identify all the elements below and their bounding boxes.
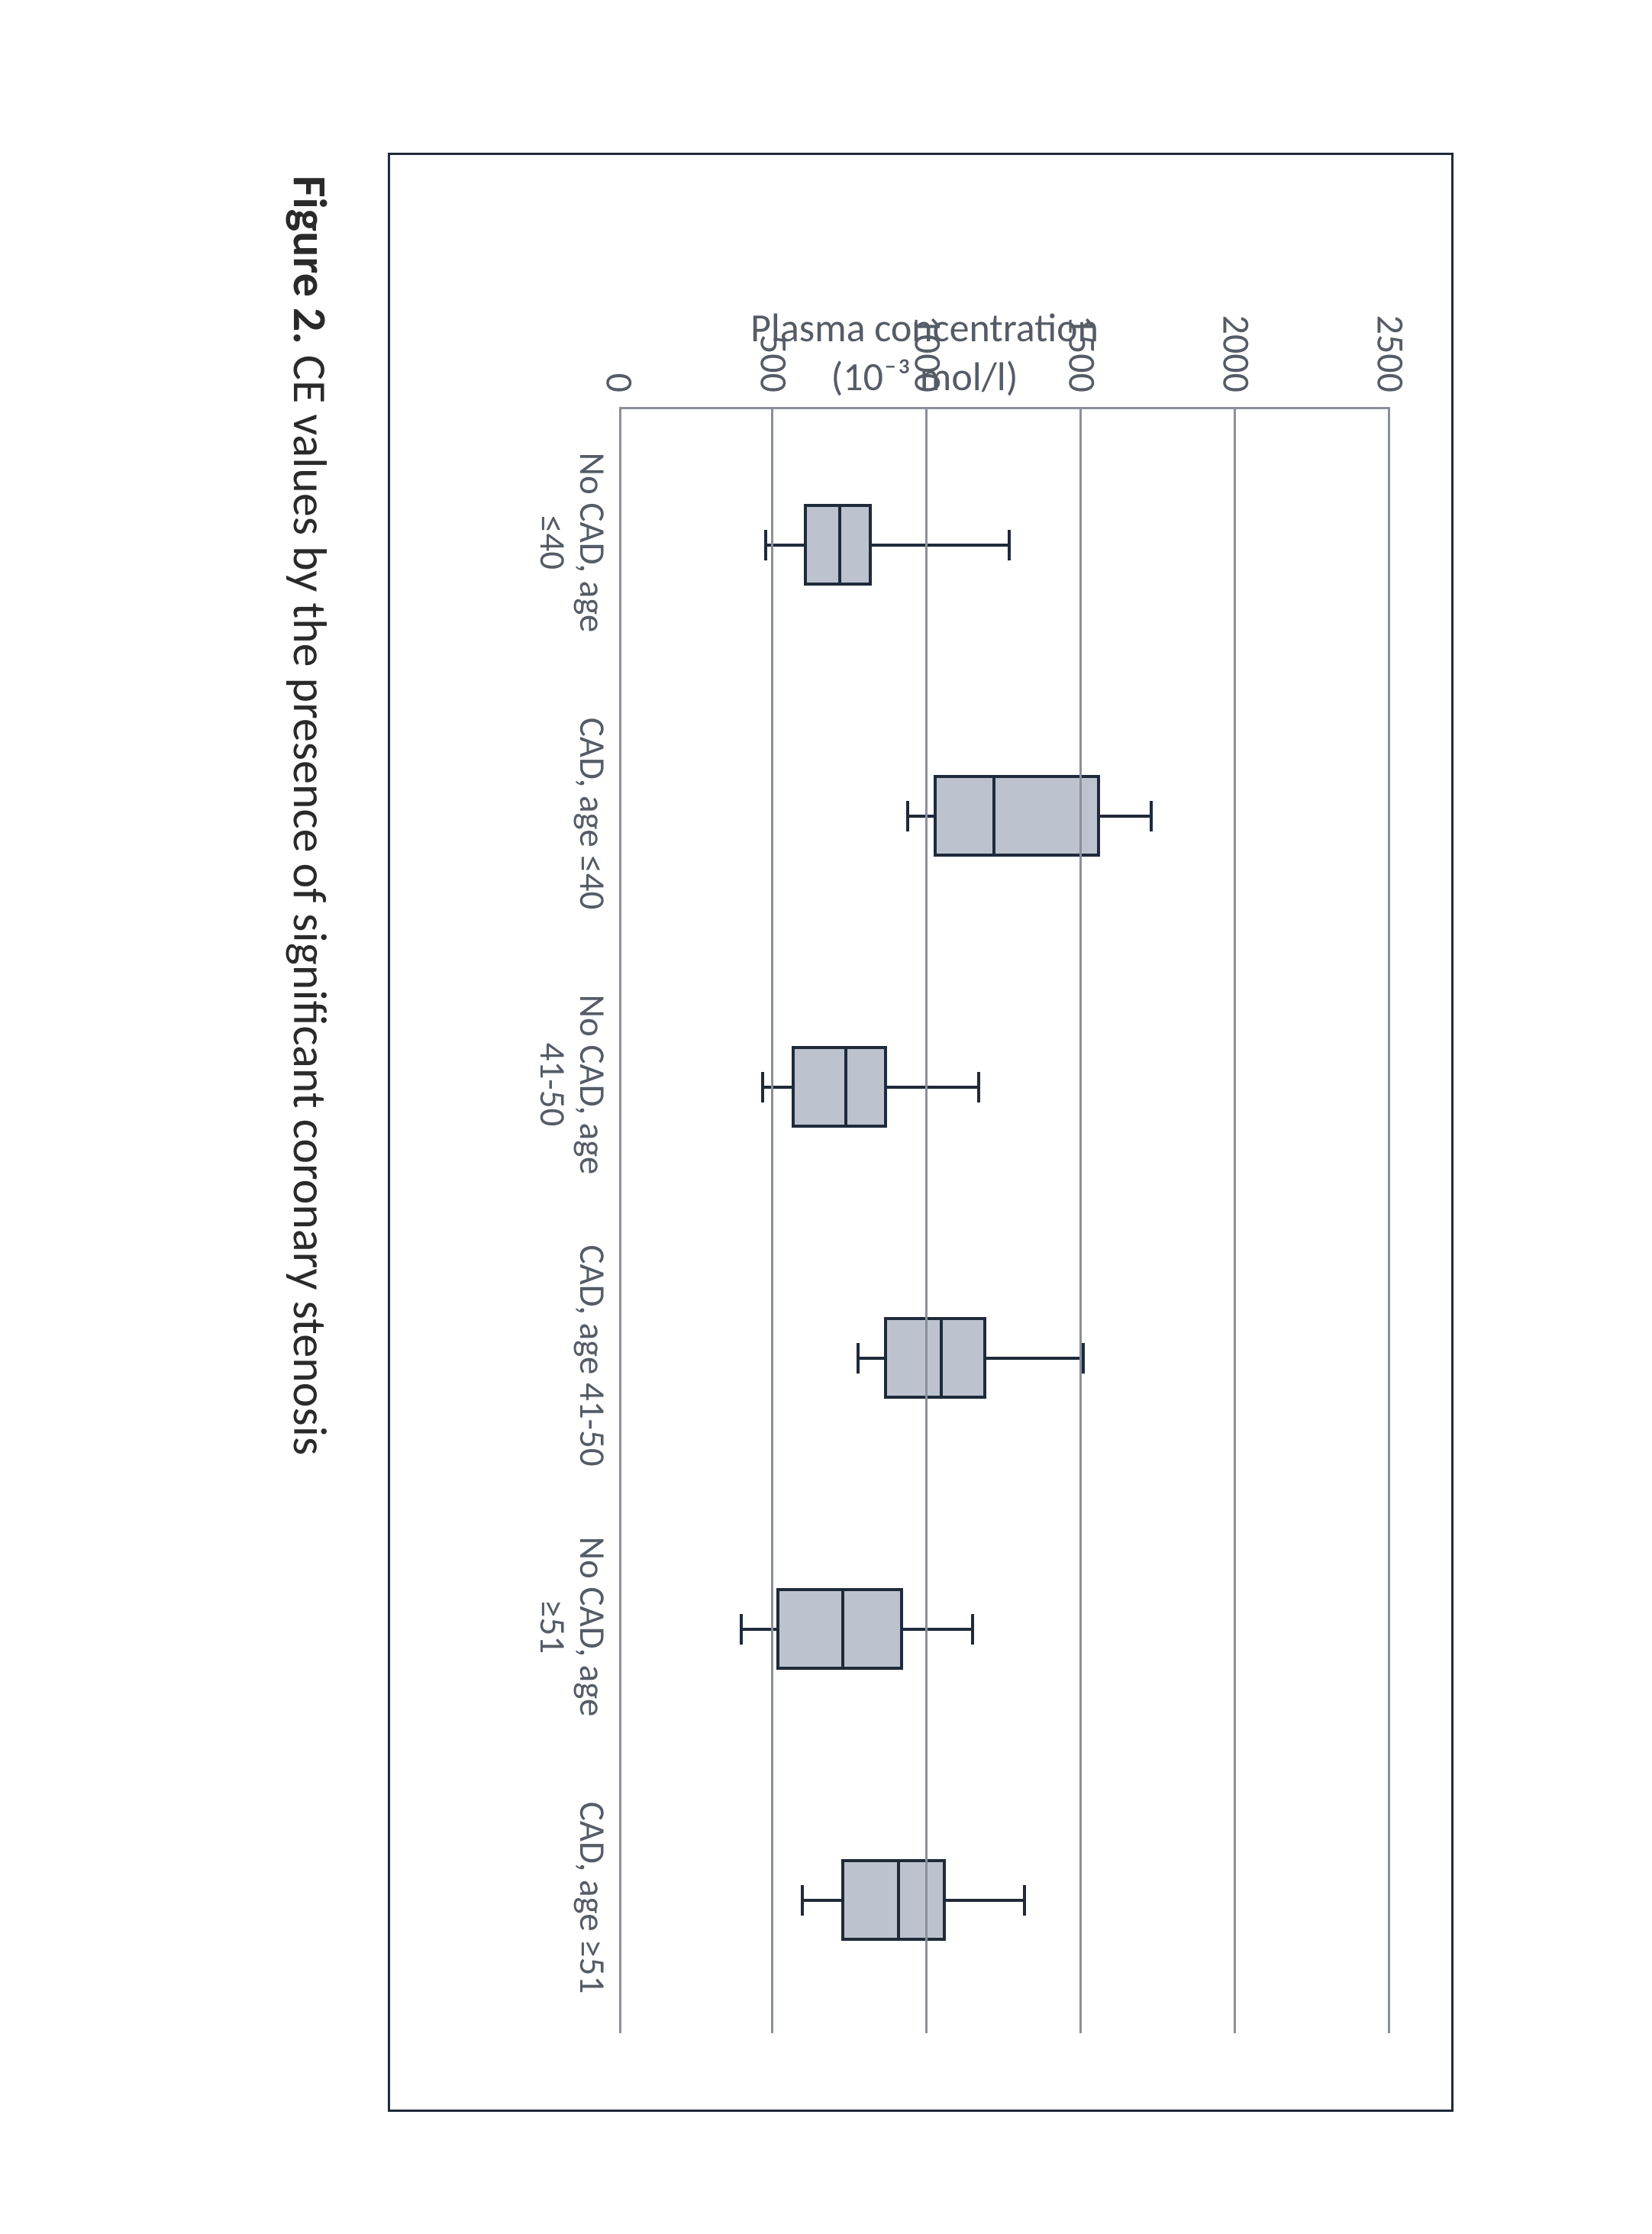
- whisker-cap-bottom: [740, 1614, 743, 1645]
- gridline: [1234, 409, 1236, 2033]
- gridline: [1388, 409, 1390, 2033]
- whisker-cap-bottom: [764, 530, 767, 560]
- x-category-label: CAD, age 41-50: [451, 1220, 611, 1491]
- figure-caption: Figure 2. CE values by the presence of s…: [281, 176, 339, 1455]
- iqr-box: [934, 775, 1100, 857]
- gridline: [1079, 409, 1082, 2033]
- iqr-box: [776, 1588, 903, 1670]
- median-line: [841, 1588, 844, 1670]
- iqr-box: [884, 1317, 986, 1399]
- whisker-cap-bottom: [857, 1343, 860, 1374]
- chart-outer-frame: Plasma concentration (10⁻³ mol/l) 050010…: [388, 153, 1454, 2112]
- median-line: [838, 504, 841, 586]
- whisker-cap-top: [1082, 1343, 1085, 1374]
- boxplots-layer: [621, 409, 1390, 2033]
- x-category-label: CAD, age ≤40: [451, 678, 611, 949]
- chart-region: Plasma concentration (10⁻³ mol/l) 050010…: [428, 208, 1421, 2064]
- whisker-cap-bottom: [801, 1885, 804, 1916]
- y-tick-label: 500: [750, 334, 797, 409]
- whisker-cap-top: [1150, 801, 1153, 831]
- iqr-box: [792, 1046, 887, 1128]
- gridline: [925, 409, 928, 2033]
- whisker-cap-bottom: [906, 801, 909, 831]
- whisker-cap-top: [971, 1614, 974, 1645]
- median-line: [940, 1317, 943, 1399]
- x-category-label: CAD, age ≥51: [451, 1762, 611, 2033]
- figure-caption-text: CE values by the presence of significant…: [281, 344, 339, 1455]
- y-tick-label: 1500: [1059, 315, 1105, 409]
- x-axis-categories: No CAD, age≤40CAD, age ≤40No CAD, age41-…: [451, 407, 611, 2033]
- plot-area: 05001000150020002500: [619, 407, 1390, 2033]
- y-tick-label: 2500: [1367, 315, 1414, 409]
- y-tick-label: 2000: [1213, 315, 1260, 409]
- figure-caption-label: Figure 2.: [281, 176, 339, 344]
- median-line: [897, 1859, 900, 1941]
- gridline: [771, 409, 773, 2033]
- y-tick-label: 0: [596, 373, 643, 409]
- whisker-cap-bottom: [761, 1072, 764, 1102]
- whisker-cap-top: [1008, 530, 1011, 560]
- x-category-label: No CAD, age≥51: [451, 1491, 611, 1762]
- x-category-label: No CAD, age≤40: [451, 407, 611, 678]
- y-tick-label: 1000: [905, 315, 951, 409]
- median-line: [992, 775, 995, 857]
- whisker-cap-top: [1023, 1885, 1026, 1916]
- whisker-cap-top: [977, 1072, 980, 1102]
- x-category-label: No CAD, age41-50: [451, 949, 611, 1220]
- median-line: [844, 1046, 847, 1128]
- iqr-box: [841, 1859, 946, 1941]
